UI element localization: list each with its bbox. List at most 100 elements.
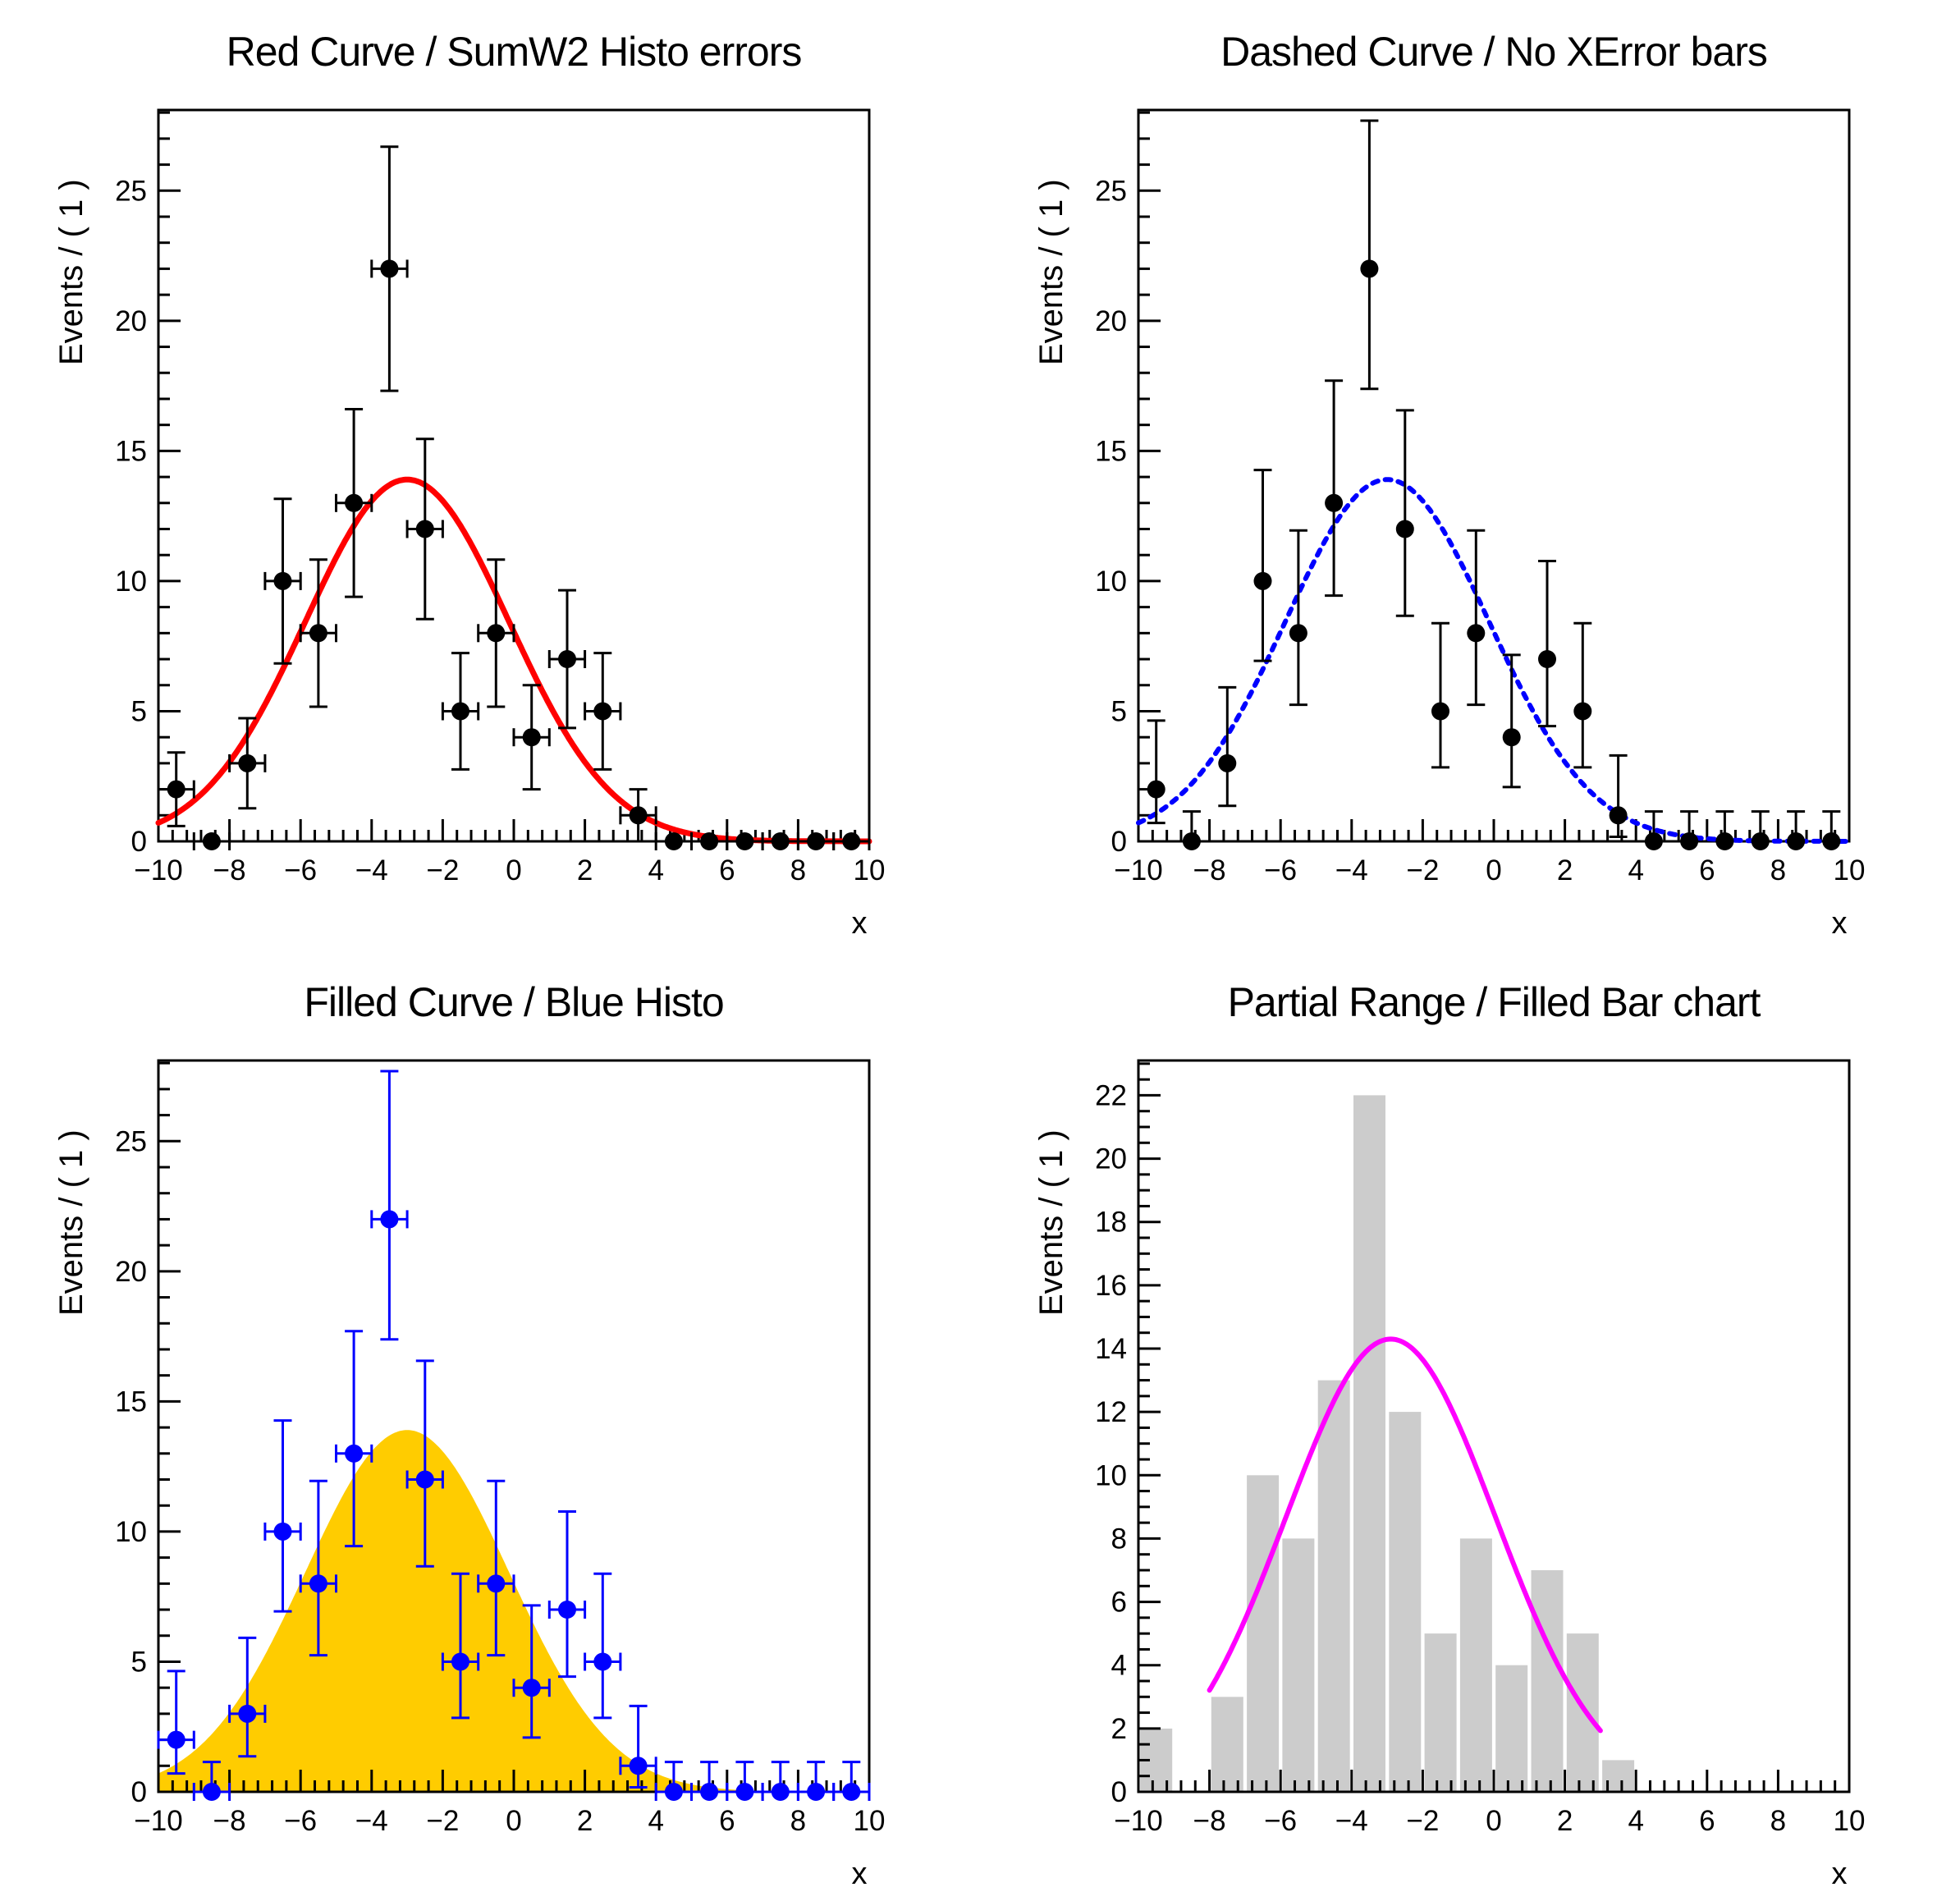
y-tick-label: 15 [115, 435, 147, 467]
data-point-marker [1360, 259, 1379, 278]
data-point-marker [487, 1574, 506, 1593]
x-tick-label: 6 [1699, 1805, 1715, 1837]
axis-labels: −10 −8 −6 −4 −2 0 2 4 6 8 10 0 5 10 15 20 25 x Events / ( … [53, 175, 885, 941]
data-point-marker [1609, 806, 1628, 825]
data-point-marker [1325, 493, 1344, 512]
data-point-marker [593, 702, 612, 721]
y-tick-label: 25 [1095, 175, 1127, 207]
y-tick-label: 10 [115, 566, 147, 598]
y-tick-label: 15 [115, 1386, 147, 1418]
data-point-marker [1573, 702, 1592, 721]
x-tick-label: 0 [506, 854, 521, 886]
bar [1247, 1475, 1280, 1792]
y-tick-label: 20 [1095, 305, 1127, 337]
data-point-marker [842, 832, 861, 850]
x-tick-label: 10 [1834, 854, 1866, 886]
data-point-marker [380, 259, 399, 278]
y-axis-title: Events / ( 1 ) [1033, 1129, 1069, 1316]
bar [1211, 1697, 1243, 1792]
y-axis-title: Events / ( 1 ) [53, 1129, 89, 1316]
data-point-marker [771, 832, 790, 850]
axes-frame [1137, 108, 1851, 843]
plot-frame [1137, 1059, 1851, 1793]
data-point-marker [238, 754, 257, 772]
model-curve [1207, 1336, 1603, 1734]
data-point-marker [1787, 832, 1806, 850]
pad-top-left: −10 −8 −6 −4 −2 0 2 4 6 8 10 0 5 10 15 20 25 x Events / ( … [0, 0, 980, 950]
data-point-marker [1715, 832, 1734, 850]
y-tick-label: 8 [1111, 1523, 1127, 1555]
data-point-marker [1253, 571, 1272, 590]
x-tick-label: −10 [1114, 854, 1162, 886]
bar [1282, 1538, 1315, 1792]
x-tick-label: 10 [854, 854, 886, 886]
y-tick-label: 0 [1111, 826, 1127, 858]
panel-title-1: Red Curve / SumW2 Histo errors [226, 29, 803, 75]
x-tick-label: −2 [1406, 1805, 1439, 1837]
y-tick-label: 14 [1095, 1333, 1127, 1365]
error-bars [1147, 119, 1841, 843]
x-tick-label: −8 [213, 854, 246, 886]
axis-labels: −10 −8 −6 −4 −2 0 2 4 6 8 10 0 2 4 6 8 10 12 14 16 18 20 22 x Ev… [1033, 1079, 1865, 1891]
x-tick-label: −8 [1193, 1805, 1226, 1837]
data-markers [167, 259, 861, 850]
data-point-marker [1182, 832, 1201, 850]
y-tick-label: 10 [1095, 566, 1127, 598]
data-point-marker [700, 832, 719, 850]
y-tick-label: 2 [1111, 1713, 1127, 1745]
x-tick-label: 2 [1557, 854, 1573, 886]
y-tick-label: 4 [1111, 1650, 1127, 1682]
x-tick-label: 8 [1770, 1805, 1786, 1837]
model-curve [1136, 477, 1852, 844]
x-tick-label: 0 [1486, 1805, 1501, 1837]
bar [1566, 1633, 1599, 1792]
x-tick-label: −4 [355, 1805, 388, 1837]
pad-bottom-right: −10 −8 −6 −4 −2 0 2 4 6 8 10 0 2 4 6 8 10 12 14 16 18 20 22 x Ev… [980, 950, 1960, 1901]
y-tick-label: 20 [115, 1256, 147, 1288]
data-point-marker [309, 1574, 327, 1593]
data-point-marker [1395, 520, 1414, 538]
bar [1531, 1570, 1564, 1792]
curve-fill [158, 1430, 869, 1792]
pad-bottom-left: −10 −8 −6 −4 −2 0 2 4 6 8 10 0 5 10 15 20 25 x Events / ( … [0, 950, 980, 1901]
x-tick-label: −10 [1114, 1805, 1162, 1837]
y-tick-label: 22 [1095, 1079, 1127, 1111]
model-curve-line [1136, 477, 1852, 844]
x-tick-label: 6 [1699, 854, 1715, 886]
axes-frame [157, 108, 871, 843]
data-point-marker [700, 1783, 719, 1801]
x-tick-label: 0 [506, 1805, 521, 1837]
data-point-marker [202, 832, 221, 850]
data-point-marker [273, 571, 292, 590]
x-tick-label: 4 [648, 1805, 663, 1837]
y-tick-label: 20 [1095, 1143, 1127, 1175]
data-point-marker [345, 493, 364, 512]
x-tick-label: −2 [1406, 854, 1439, 886]
model-curve-line [155, 476, 872, 845]
y-tick-label: 12 [1095, 1396, 1127, 1428]
y-tick-label: 25 [115, 1125, 147, 1157]
plot-svg-3: −10 −8 −6 −4 −2 0 2 4 6 8 10 0 2 4 6 8 10 12 14 16 18 20 22 x Ev… [1033, 1059, 1865, 1891]
y-tick-label: 10 [1095, 1459, 1127, 1491]
y-axis-title: Events / ( 1 ) [1033, 179, 1069, 365]
plot-frame [1137, 108, 1851, 843]
data-point-marker [558, 1601, 576, 1619]
panel-title-3: Filled Curve / Blue Histo [304, 979, 724, 1025]
data-point-marker [1218, 754, 1237, 772]
x-tick-label: 10 [1834, 1805, 1866, 1837]
data-point-marker [1467, 624, 1486, 643]
x-tick-label: 2 [577, 854, 593, 886]
x-tick-label: 4 [1628, 854, 1643, 886]
data-point-marker [1751, 832, 1770, 850]
axes-frame [157, 1059, 871, 1793]
data-point-marker [273, 1522, 292, 1541]
x-tick-label: −2 [426, 1805, 459, 1837]
x-tick-label: −4 [1335, 854, 1368, 886]
x-tick-label: −2 [426, 854, 459, 886]
x-tick-label: 8 [1770, 854, 1786, 886]
y-axis-title: Events / ( 1 ) [53, 179, 89, 365]
bar [1495, 1665, 1528, 1792]
bar [1317, 1380, 1350, 1792]
x-tick-label: 8 [790, 854, 806, 886]
